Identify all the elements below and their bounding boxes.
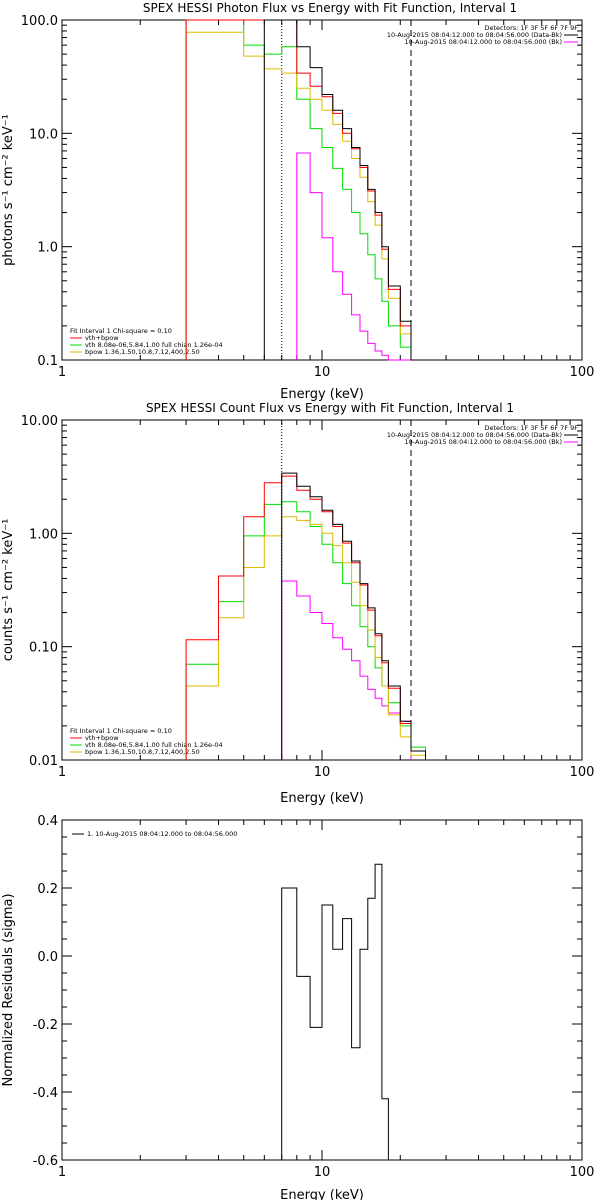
x-tick-label: 1 — [58, 365, 66, 380]
x-tick-label: 10 — [314, 1165, 331, 1180]
plot-frame — [61, 419, 583, 761]
header-bk-interval: 10-Aug-2015 08:04:12.000 to 08:04:56.000… — [405, 438, 562, 446]
residuals-panel: Energy (keV) Normalized Residuals (sigma… — [1, 814, 594, 1200]
legend-label-sum: vth+bpow — [85, 734, 119, 742]
legend-label-bpow: bpow 1.36,1.50,10.8,7.12,400,2.50 — [85, 348, 200, 356]
series-total — [263, 19, 426, 361]
y-axis-label: photons s⁻¹ cm⁻² keV⁻¹ — [1, 114, 16, 266]
legend-fit-interval: Fit Interval 1 Chi-square = 0.10 — [70, 327, 172, 335]
y-tick-label: 0.01 — [29, 754, 58, 769]
legend-label-sum: vth+bpow — [85, 334, 119, 342]
x-tick-label: 10 — [314, 365, 331, 380]
y-tick-label: 0.0 — [37, 950, 58, 965]
y-axis-label: counts s⁻¹ cm⁻² keV⁻¹ — [1, 519, 16, 662]
chart-title: SPEX HESSI Photon Flux vs Energy with Fi… — [143, 1, 517, 15]
y-tick-label: 1.00 — [29, 527, 58, 542]
x-axis-label: Energy (keV) — [280, 387, 364, 402]
x-axis-label: Energy (keV) — [280, 1188, 364, 1200]
y-tick-label: -0.2 — [33, 1018, 58, 1033]
header-bk-interval: 10-Aug-2015 08:04:12.000 to 08:04:56.000… — [405, 38, 562, 46]
header-detectors: Detectors: 1F 3F 5F 6F 7F 9F — [484, 24, 578, 32]
x-tick-label: 100 — [570, 765, 595, 780]
legend-label-bpow: bpow 1.36,1.50,10.8,7.12,400,2.50 — [85, 748, 200, 756]
y-tick-label: -0.4 — [33, 1086, 58, 1101]
series-vth — [185, 19, 426, 361]
x-tick-label: 10 — [314, 765, 331, 780]
header-detectors: Detectors: 1F 3F 5F 6F 7F 9F — [484, 424, 578, 432]
photon-flux-panel: SPEX HESSI Photon Flux vs Energy with Fi… — [1, 1, 594, 402]
x-tick-label: 1 — [58, 1165, 66, 1180]
x-axis-label: Energy (keV) — [280, 791, 364, 806]
y-tick-label: 1.0 — [37, 241, 58, 256]
legend-label-residual: 1. 10-Aug-2015 08:04:12.000 to 08:04:56.… — [87, 830, 237, 838]
series-sum — [185, 19, 426, 361]
series-vth — [185, 501, 426, 760]
header-data-interval: 10-Aug-2015 08:04:12.000 to 08:04:56.000… — [387, 31, 562, 39]
y-tick-label: 10.0 — [29, 127, 58, 142]
series-total — [281, 863, 411, 1161]
y-axis-label: Normalized Residuals (sigma) — [1, 893, 16, 1086]
header-data-interval: 10-Aug-2015 08:04:12.000 to 08:04:56.000… — [387, 431, 562, 439]
y-tick-label: 0.1 — [37, 354, 58, 369]
y-tick-label: 0.4 — [37, 814, 58, 829]
y-tick-label: 100.0 — [21, 14, 58, 29]
series-total — [281, 472, 426, 760]
series-bpow — [185, 516, 426, 760]
x-tick-label: 100 — [570, 365, 595, 380]
series-bk — [281, 580, 412, 760]
count-flux-panel: SPEX HESSI Count Flux vs Energy with Fit… — [1, 401, 594, 806]
x-tick-label: 1 — [58, 765, 66, 780]
legend-fit-interval: Fit Interval 1 Chi-square = 0.10 — [70, 727, 172, 735]
chart-title: SPEX HESSI Count Flux vs Energy with Fit… — [146, 401, 514, 415]
y-tick-label: 0.2 — [37, 882, 58, 897]
legend-label-vth: vth 8.08e-06,5.84,1.00 full chian 1.26e-… — [85, 741, 223, 749]
y-tick-label: 10.00 — [21, 414, 58, 429]
series-bk — [296, 152, 411, 361]
legend-label-vth: vth 8.08e-06,5.84,1.00 full chian 1.26e-… — [85, 341, 223, 349]
series-bpow — [185, 31, 426, 361]
x-tick-label: 100 — [570, 1165, 595, 1180]
y-tick-label: 0.10 — [29, 641, 58, 656]
y-tick-label: -0.6 — [33, 1154, 58, 1169]
